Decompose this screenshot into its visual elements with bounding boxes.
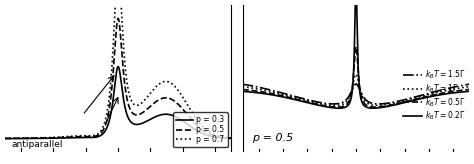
- Text: p = 0.5: p = 0.5: [252, 133, 293, 143]
- Legend: $k_{\rm B}T = 1.5\Gamma$, $k_{\rm B}T = 1\Gamma$, $k_{\rm B}T = 0.5\Gamma$, $k_{: $k_{\rm B}T = 1.5\Gamma$, $k_{\rm B}T = …: [401, 66, 468, 125]
- Text: antiparallel: antiparallel: [11, 140, 63, 149]
- Legend: p = 0.3, p = 0.5, p = 0.7: p = 0.3, p = 0.5, p = 0.7: [173, 112, 228, 147]
